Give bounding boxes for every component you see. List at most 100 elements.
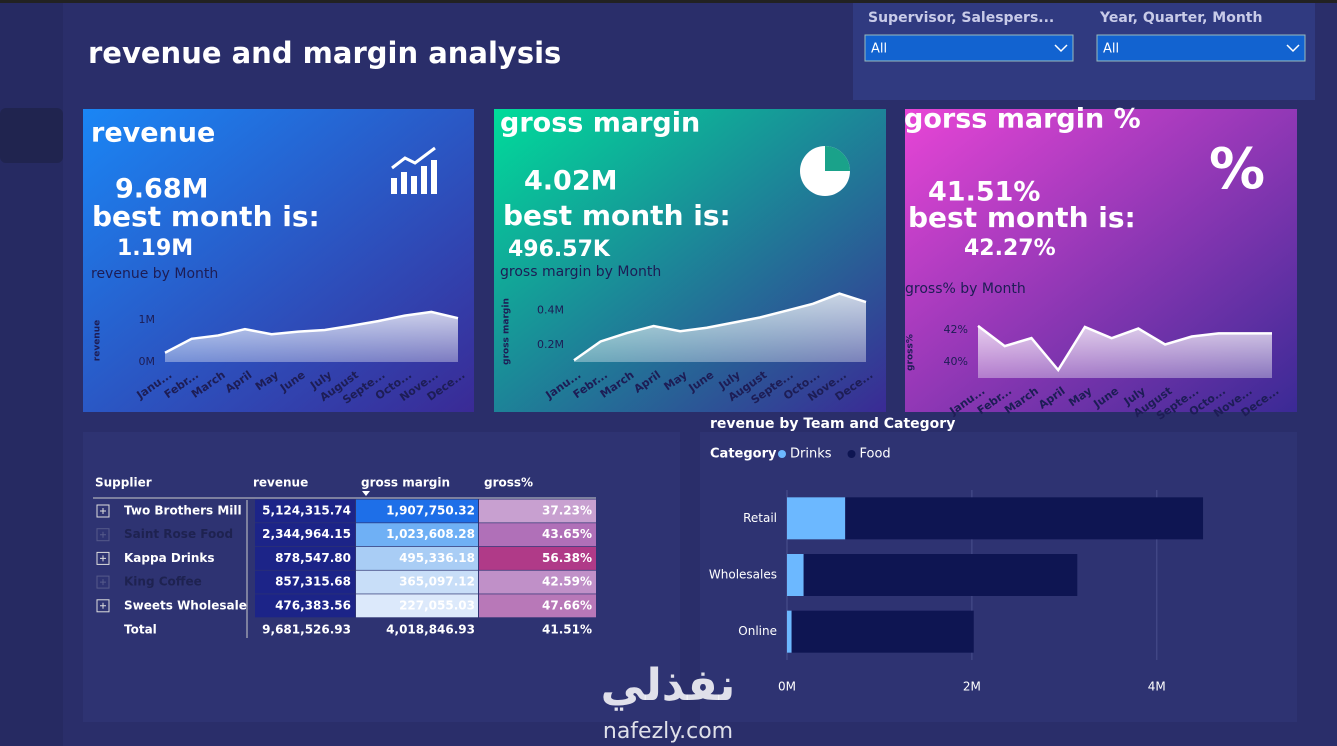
cell-value: 47.66% <box>542 598 592 612</box>
watermark: nafezly.com <box>603 719 733 744</box>
expand-plus <box>100 602 106 609</box>
y-tick-label: 0.4M <box>537 304 564 317</box>
total-value: 9,681,526.93 <box>262 623 351 637</box>
card-title: revenue <box>91 118 215 149</box>
icon-chart <box>391 146 437 194</box>
cell-value: 43.65% <box>542 527 592 541</box>
dropdown-arrow <box>1054 44 1068 53</box>
cell-value: 42.59% <box>542 575 592 589</box>
cell <box>255 523 355 547</box>
dropdown-value: All <box>871 42 887 57</box>
chart-title: gross% by Month <box>905 281 1026 297</box>
column-header: gross margin <box>361 476 450 490</box>
y-tick-label: 0M <box>139 355 156 368</box>
total-value: 4,018,846.93 <box>386 623 475 637</box>
card-best-value: 1.19M <box>117 236 193 261</box>
row-label: Sweets Wholesale <box>124 598 247 612</box>
bar <box>791 610 974 653</box>
y-tick-label: Retail <box>743 511 777 525</box>
y-axis-title: revenue <box>93 320 103 361</box>
row-label: Kappa Drinks <box>124 551 215 565</box>
bar <box>803 554 1078 596</box>
y-tick-label: 42% <box>944 323 968 336</box>
icon-pie <box>800 146 850 196</box>
line <box>977 324 1272 373</box>
expand-icon[interactable] <box>96 551 110 565</box>
x-tick-label: 2M <box>963 680 981 694</box>
x-tick-label: 0M <box>778 680 796 694</box>
side-tab <box>0 108 63 163</box>
x-tick-label: 4M <box>1148 680 1166 694</box>
card-value: 9.68M <box>115 174 209 205</box>
expand-icon[interactable] <box>96 528 110 542</box>
legend-swatch <box>847 450 856 458</box>
cell-value: 476,383.56 <box>275 598 351 612</box>
cell-value: 878,547.80 <box>275 551 351 565</box>
cell-value: 1,907,750.32 <box>386 504 475 518</box>
total-label: Total <box>124 623 157 637</box>
line-area <box>165 311 458 362</box>
cell <box>479 570 596 594</box>
line <box>164 310 459 354</box>
legend-title: Category <box>710 447 777 462</box>
expand-plus <box>100 508 106 514</box>
card-best-label: best month is: <box>908 201 1136 234</box>
line-area <box>574 293 866 362</box>
cell-value: 1,023,608.28 <box>386 527 475 541</box>
filter-label: Supervisor, Salespers... <box>868 10 1054 26</box>
y-tick-label: Wholesales <box>709 568 777 582</box>
y-tick-label: 1M <box>139 313 156 326</box>
cell <box>356 499 478 523</box>
dropdown[interactable] <box>1096 34 1306 62</box>
cell-value: 495,336.18 <box>399 551 475 565</box>
cell <box>356 523 478 547</box>
y-axis-title: gross margin <box>502 298 512 365</box>
card-best-value: 42.27% <box>964 236 1056 261</box>
y-tick-label: 0.2M <box>537 338 564 351</box>
card-value: 41.51% <box>928 177 1040 208</box>
card-best-value: 496.57K <box>508 237 611 262</box>
cell-value: 365,097.12 <box>399 575 475 589</box>
card-best-label: best month is: <box>503 199 731 232</box>
column-header: Supplier <box>95 476 152 490</box>
dropdown[interactable] <box>864 34 1074 62</box>
top-strip <box>0 0 1337 3</box>
card-value: 4.02M <box>524 166 618 197</box>
row-label: Two Brothers Mill <box>124 504 242 518</box>
card-title: gross margin <box>500 108 700 139</box>
cell <box>255 594 355 618</box>
legend-swatch <box>778 450 786 458</box>
y-tick-label: 40% <box>944 355 968 368</box>
cell-value: 227,055.03 <box>399 598 475 612</box>
legend-label: Food <box>860 447 891 462</box>
cell-value: 857,315.68 <box>275 575 351 589</box>
filter-label: Year, Quarter, Month <box>1099 10 1262 26</box>
cell-value: 5,124,315.74 <box>262 504 351 518</box>
cell <box>356 546 478 570</box>
expand-icon[interactable] <box>96 504 110 518</box>
chart-title: revenue by Month <box>91 266 218 282</box>
row-label: Saint Rose Food <box>124 527 233 541</box>
cell <box>255 499 355 523</box>
column-header: revenue <box>253 476 308 490</box>
sort-arrow <box>362 491 370 496</box>
card-best-label: best month is: <box>92 200 320 233</box>
expand-icon[interactable] <box>96 599 110 613</box>
legend-label: Drinks <box>790 447 832 462</box>
cell <box>356 594 478 618</box>
expand-icon[interactable] <box>96 575 110 589</box>
dropdown-arrow <box>1286 44 1300 53</box>
cell <box>255 570 355 594</box>
bar <box>845 497 1204 540</box>
page-title: revenue and margin analysis <box>88 36 561 70</box>
cell <box>356 570 478 594</box>
card-title: gorss margin % <box>904 104 1141 135</box>
cell-value: 37.23% <box>542 504 592 518</box>
cell <box>479 499 596 523</box>
chart-title: revenue by Team and Category <box>710 416 955 432</box>
line-area <box>978 325 1272 378</box>
cell <box>479 523 596 547</box>
bar <box>787 610 792 653</box>
cell <box>479 546 596 570</box>
